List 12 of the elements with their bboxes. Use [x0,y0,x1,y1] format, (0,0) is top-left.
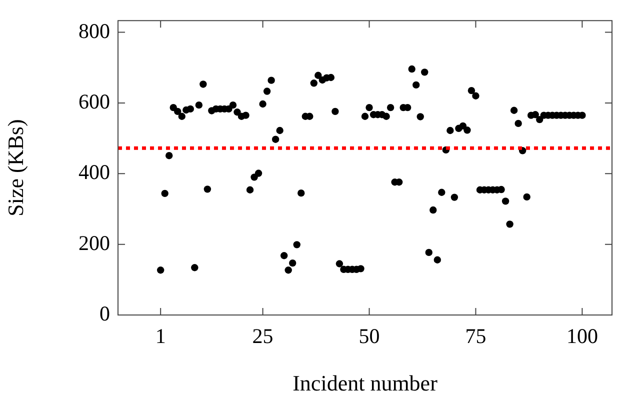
x-tick-label: 75 [465,324,486,348]
y-tick-label: 800 [78,18,110,43]
x-tick-label: 100 [566,324,598,348]
y-tick-label: 400 [78,160,110,184]
y-tick-label: 0 [100,302,110,326]
x-tick-label: 50 [358,324,380,348]
x-axis-title: Incident number [292,370,438,396]
y-tick-label: 200 [78,230,110,255]
y-tick-label: 600 [78,89,110,114]
x-tick-label: 1 [155,324,166,348]
x-tick-label: 25 [252,324,274,348]
y-axis-title: Size (KBs) [2,119,28,216]
